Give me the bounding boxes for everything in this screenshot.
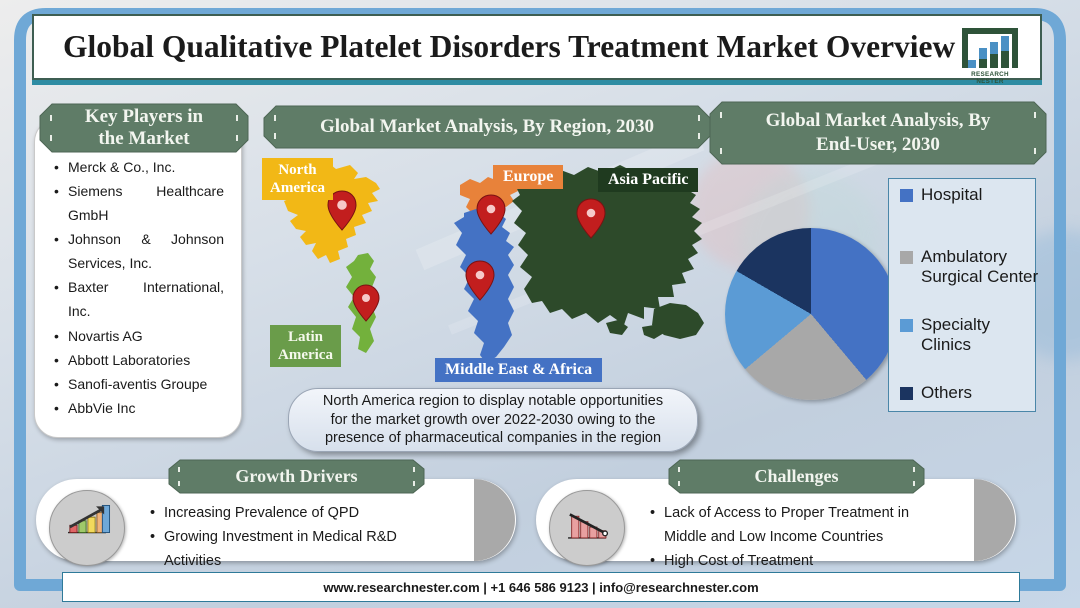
- svg-text:NESTER: NESTER: [976, 78, 1003, 84]
- svg-text:RESEARCH: RESEARCH: [971, 71, 1009, 78]
